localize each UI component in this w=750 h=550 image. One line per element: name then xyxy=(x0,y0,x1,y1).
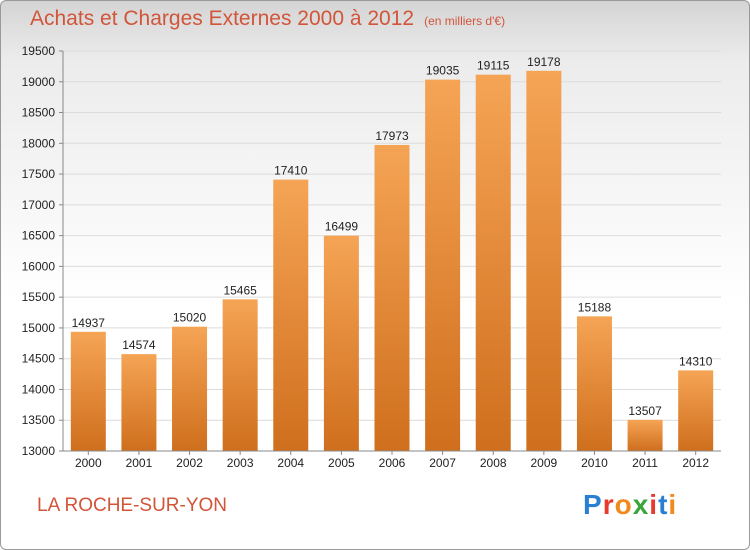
logo-letter: x xyxy=(632,489,650,520)
y-tick-label: 15500 xyxy=(22,290,56,304)
x-tick-label-2007: 2007 xyxy=(429,456,456,470)
x-tick-label-2006: 2006 xyxy=(379,456,406,470)
bar-2003 xyxy=(222,299,258,451)
bar-2008 xyxy=(475,74,511,451)
bar-2006 xyxy=(374,144,410,451)
axes: 13000 13500 14000 14500 15000 15500 16000 16500… xyxy=(22,44,721,470)
bar-2004 xyxy=(273,179,309,451)
x-tick-label-2012: 2012 xyxy=(682,456,709,470)
y-tick-label: 13500 xyxy=(22,413,56,427)
bar-2005 xyxy=(323,235,359,451)
x-tick-label-2000: 2000 xyxy=(75,456,102,470)
x-tick-label-2009: 2009 xyxy=(530,456,557,470)
bar-2010 xyxy=(576,316,612,451)
data-label-2002: 15020 xyxy=(173,311,207,325)
data-label-2010: 15188 xyxy=(578,300,612,314)
data-label-2004: 17410 xyxy=(274,164,308,178)
y-tick-label: 13000 xyxy=(22,444,56,458)
bar-2000 xyxy=(70,331,106,451)
chart-title: Achats et Charges Externes 2000 à 2012 (e… xyxy=(30,7,505,31)
bar-2002 xyxy=(172,326,208,451)
bar-2001 xyxy=(121,354,157,451)
commune-name: LA ROCHE-SUR-YON xyxy=(37,495,228,516)
y-tick-label: 16000 xyxy=(22,259,56,273)
bar-2011 xyxy=(627,419,663,451)
y-tick-label: 19500 xyxy=(22,44,56,58)
y-tick-label: 15000 xyxy=(22,321,56,335)
bar-2012 xyxy=(678,370,714,451)
logo-letter: i xyxy=(668,489,678,520)
y-tick-label: 14000 xyxy=(22,382,56,396)
bar-2007 xyxy=(425,79,461,451)
data-label-2005: 16499 xyxy=(325,220,359,234)
logo-letter: P xyxy=(583,489,603,520)
y-tick-label: 19000 xyxy=(22,75,56,89)
x-tick-label-2001: 2001 xyxy=(126,456,153,470)
logo-letter: i xyxy=(649,489,659,520)
y-tick-label: 17500 xyxy=(22,167,56,181)
y-tick-label: 16500 xyxy=(22,229,56,243)
proxiti-logo: Proxiti xyxy=(583,489,677,521)
data-label-2001: 14574 xyxy=(122,338,156,352)
x-tick-label-2004: 2004 xyxy=(277,456,304,470)
chart-title-text: Achats et Charges Externes 2000 à 2012 xyxy=(30,7,415,30)
x-tick-label-2010: 2010 xyxy=(581,456,608,470)
logo-letter: r xyxy=(602,489,615,520)
logo-letter: t xyxy=(658,489,669,520)
y-tick-label: 14500 xyxy=(22,352,56,366)
x-tick-label-2005: 2005 xyxy=(328,456,355,470)
data-label-2008: 19115 xyxy=(477,59,510,73)
data-label-2011: 13507 xyxy=(628,404,662,418)
x-tick-label-2011: 2011 xyxy=(632,456,658,470)
y-tick-label: 18000 xyxy=(22,136,56,150)
data-label-2007: 19035 xyxy=(426,64,460,78)
chart-subtitle: (en milliers d'€) xyxy=(424,14,506,28)
data-label-2000: 14937 xyxy=(72,316,106,330)
data-label-2012: 14310 xyxy=(679,354,713,368)
x-tick-label-2008: 2008 xyxy=(480,456,507,470)
x-tick-label-2003: 2003 xyxy=(227,456,254,470)
logo-letter: o xyxy=(614,489,633,520)
y-tick-label: 17000 xyxy=(22,198,56,212)
bars: 14937 14574 15020 15465 17410 16499 17973 19035… xyxy=(70,55,714,452)
data-label-2006: 17973 xyxy=(375,129,409,143)
x-tick-label-2002: 2002 xyxy=(176,456,203,470)
data-label-2009: 19178 xyxy=(527,55,561,69)
bar-2009 xyxy=(526,70,562,452)
data-label-2003: 15465 xyxy=(223,283,257,297)
y-tick-label: 18500 xyxy=(22,106,56,120)
